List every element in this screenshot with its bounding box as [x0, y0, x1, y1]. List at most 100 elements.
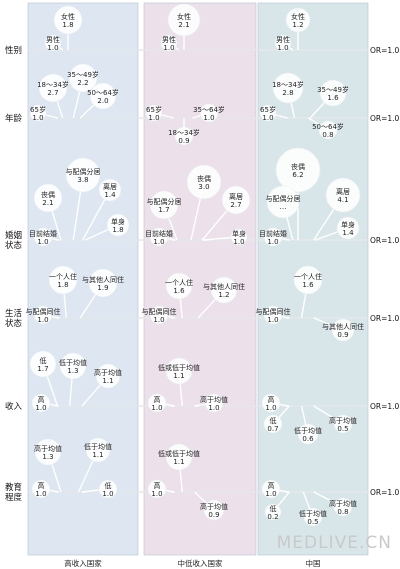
- node-value-r4-c3-3: 0.9: [337, 331, 348, 339]
- node-value-r6-c2-3: 0.9: [208, 511, 219, 519]
- node-r2-c3-3: [259, 104, 277, 122]
- node-label-r4-c1-3: 与配偶同住: [26, 307, 61, 316]
- node-r1-c3-2: [274, 34, 292, 52]
- node-value-r4-c1-3: 1.0: [37, 316, 48, 324]
- node-value-r2-c1-3: 2.0: [97, 97, 108, 105]
- node-value-r2-c1-4: 1.0: [32, 114, 43, 122]
- node-r3-c3-5: [263, 227, 283, 247]
- node-label-r3-c3-5: 目前结婚: [259, 229, 287, 238]
- node-value-r6-c3-1: 1.0: [265, 490, 276, 498]
- node-label-r6-c3-4: 高于均值: [329, 499, 357, 508]
- node-value-r3-c1-1: 3.8: [77, 176, 88, 184]
- node-r6-c3-3: [303, 507, 323, 527]
- row-3-label-line2: 状态: [5, 240, 23, 251]
- node-label-r2-c3-1: 18～34岁: [272, 80, 304, 89]
- node-r4-c1-1: [48, 265, 78, 295]
- node-label-r2-c3-2: 35～49岁: [317, 85, 349, 94]
- node-value-r2-c3-3: 1.0: [262, 114, 273, 122]
- node-label-r6-c1-1: 高于均值: [34, 444, 62, 453]
- node-r2-c2-3: [174, 126, 194, 146]
- node-r2-c2-1: [145, 104, 163, 122]
- node-value-r4-c2-1: 1.6: [173, 287, 185, 295]
- node-r2-c1-1: [38, 73, 68, 103]
- node-r5-c1-3: [95, 363, 121, 389]
- node-value-r3-c3-3: …: [280, 203, 287, 211]
- node-label-r2-c1-2: 35～49岁: [67, 70, 99, 79]
- node-r2-c1-3: [89, 82, 117, 110]
- node-value-r3-c3-1: 6.2: [292, 171, 303, 179]
- node-value-r2-c3-2: 1.6: [327, 94, 339, 102]
- row-3-label: 婚姻: [5, 230, 22, 241]
- node-value-r3-c2-3: 2.7: [230, 201, 241, 209]
- node-value-r6-c2-1: 1.1: [173, 458, 184, 466]
- node-r5-c2-2: [147, 393, 167, 413]
- node-value-r1-c2-1: 2.1: [178, 21, 189, 29]
- node-label-r1-c1-2: 男性: [46, 35, 60, 44]
- node-label-r6-c2-3: 高于均值: [200, 502, 228, 511]
- node-r4-c1-3: [33, 305, 53, 325]
- node-value-r3-c2-1: 3.0: [198, 183, 209, 191]
- node-value-r4-c2-3: 1.0: [153, 316, 164, 324]
- node-value-r5-c1-2: 1.3: [67, 367, 78, 375]
- node-r6-c1-4: [98, 479, 118, 499]
- node-value-r2-c1-2: 2.2: [77, 79, 88, 87]
- node-value-r3-c1-4: 1.8: [112, 226, 123, 234]
- node-r3-c1-1: [65, 157, 101, 193]
- node-label-r1-c1-1: 女性: [61, 12, 75, 21]
- node-label-r2-c1-3: 50～64岁: [87, 88, 119, 97]
- node-value-r1-c2-2: 1.0: [163, 44, 174, 52]
- node-label-r4-c3-3: 与其他人同住: [322, 322, 364, 331]
- node-r6-c1-2: [85, 437, 111, 463]
- node-r1-c3-1: [285, 7, 311, 33]
- node-value-r6-c1-2: 1.1: [92, 451, 103, 459]
- node-value-r3-c1-3: 1.4: [104, 191, 116, 199]
- node-label-r3-c2-5: 目前结婚: [145, 229, 173, 238]
- node-value-r6-c2-2: 1.0: [151, 490, 162, 498]
- node-label-r1-c3-1: 女性: [291, 12, 305, 21]
- node-r3-c3-3: [266, 185, 300, 219]
- node-r3-c3-1: [275, 147, 321, 193]
- node-value-r3-c2-4: 1.0: [233, 238, 244, 246]
- node-value-r3-c1-2: 2.1: [42, 199, 53, 207]
- row-6-or-label: OR=1.0: [370, 488, 400, 497]
- column-2-title: 中低收入国家: [178, 558, 223, 568]
- row-6-label: 教育: [5, 482, 22, 493]
- row-5-or-label: OR=1.0: [370, 402, 400, 411]
- node-r1-c1-1: [53, 5, 83, 35]
- node-r6-c3-1: [261, 479, 281, 499]
- row-2-label: 年龄: [5, 113, 23, 124]
- node-r6-c1-1: [34, 438, 62, 466]
- node-value-r5-c3-3: 0.6: [302, 435, 314, 443]
- node-label-r6-c2-2: 高: [154, 481, 161, 490]
- node-label-r3-c3-4: 单身: [341, 220, 355, 229]
- node-label-r3-c3-3: 与配偶分居: [266, 194, 301, 203]
- node-value-r6-c1-4: 1.0: [102, 490, 113, 498]
- node-value-r5-c3-4: 0.5: [337, 425, 348, 433]
- node-r6-c1-3: [31, 479, 51, 499]
- node-value-r2-c2-1: 1.0: [148, 114, 159, 122]
- node-label-r4-c1-2: 与其他人同住: [82, 275, 124, 284]
- node-label-r3-c3-2: 离居: [336, 187, 350, 196]
- node-value-r1-c1-1: 1.8: [62, 21, 73, 29]
- node-value-r5-c2-1: 1.1: [173, 372, 184, 380]
- node-r2-c1-2: [68, 63, 98, 93]
- node-label-r6-c3-2: 低: [270, 504, 277, 513]
- node-r4-c2-2: [210, 276, 238, 304]
- node-r2-c1-4: [29, 104, 47, 122]
- node-label-r2-c3-3: 65岁: [260, 105, 276, 114]
- node-label-r5-c3-4: 高于均值: [329, 416, 357, 425]
- node-r4-c3-3: [331, 318, 355, 342]
- node-label-r5-c1-4: 高: [38, 395, 45, 404]
- node-value-r5-c1-3: 1.1: [102, 377, 113, 385]
- node-value-r2-c3-4: 0.8: [322, 131, 333, 139]
- node-value-r2-c2-3: 0.9: [178, 137, 189, 145]
- row-1-or-label: OR=1.0: [370, 46, 400, 55]
- node-label-r3-c1-5: 目前结婚: [29, 229, 57, 238]
- node-r5-c3-4: [333, 414, 353, 434]
- node-r2-c3-2: [319, 79, 347, 107]
- node-label-r5-c1-2: 低于均值: [59, 358, 87, 367]
- node-value-r4-c3-1: 1.6: [302, 281, 314, 289]
- node-label-r2-c3-4: 50～64岁: [312, 122, 344, 131]
- node-label-r3-c3-1: 丧偶: [291, 162, 305, 171]
- node-value-r5-c3-1: 1.0: [265, 404, 276, 412]
